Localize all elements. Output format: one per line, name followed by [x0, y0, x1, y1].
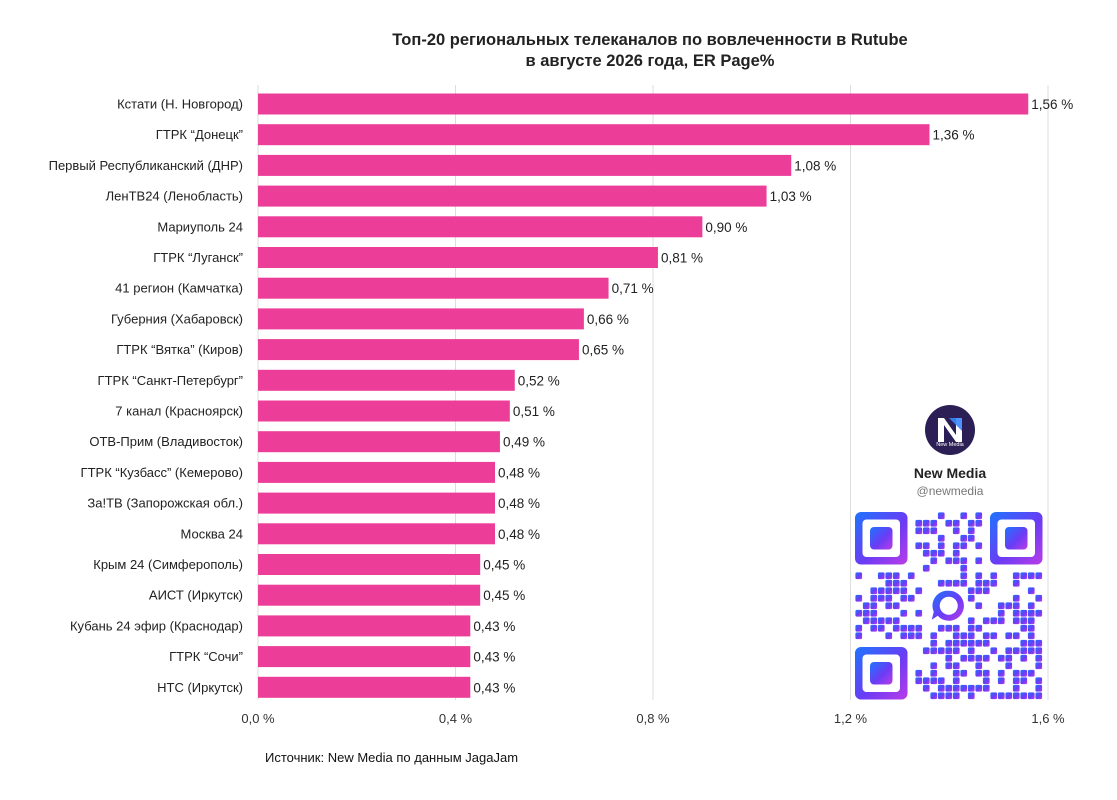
bar	[258, 308, 584, 330]
category-label: 7 канал (Красноярск)	[115, 404, 243, 419]
qr-code-icon	[855, 512, 1043, 700]
value-label: 0,48 %	[498, 465, 540, 480]
value-label: 1,03 %	[770, 189, 812, 204]
bar	[258, 646, 471, 668]
category-label: 41 регион (Камчатка)	[115, 281, 243, 296]
bars	[258, 93, 1029, 698]
category-label: НТС (Иркутск)	[157, 680, 243, 695]
bar	[258, 615, 471, 637]
value-label: 0,90 %	[705, 220, 747, 235]
value-label: 0,45 %	[483, 558, 525, 573]
value-label: 0,48 %	[498, 527, 540, 542]
value-label: 0,43 %	[473, 680, 515, 695]
logo-text: New Media	[936, 442, 964, 448]
bar	[258, 523, 495, 545]
value-label: 0,48 %	[498, 496, 540, 511]
value-label: 0,52 %	[518, 373, 560, 388]
category-labels: Кстати (Н. Новгород) ГТРК “Донецк” Первый …	[49, 97, 243, 695]
bar	[258, 584, 481, 606]
bar	[258, 431, 500, 453]
bar	[258, 339, 579, 361]
value-label: 0,43 %	[473, 619, 515, 634]
value-label: 0,81 %	[661, 251, 703, 266]
brand-handle: @newmedia	[916, 484, 984, 498]
bar	[258, 185, 767, 207]
category-label: Кстати (Н. Новгород)	[117, 97, 243, 112]
chart-title: Топ-20 региональных телеканалов по вовле…	[250, 30, 1050, 72]
category-label: ГТРК “Луганск”	[153, 250, 243, 265]
category-label: Кубань 24 эфир (Краснодар)	[70, 618, 243, 633]
category-label: За!ТВ (Запорожская обл.)	[87, 496, 243, 511]
category-label: АИСТ (Иркутск)	[149, 588, 243, 603]
x-tick-label: 0,0 %	[241, 711, 275, 726]
category-label: ГТРК “Кузбасс” (Кемерово)	[81, 465, 243, 480]
bar	[258, 93, 1029, 115]
value-label: 1,56 %	[1031, 97, 1073, 112]
bar	[258, 400, 510, 422]
bar	[258, 154, 792, 176]
category-label: Первый Республиканский (ДНР)	[49, 158, 243, 173]
category-label: ГТРК “Сочи”	[169, 649, 243, 664]
category-label: Губерния (Хабаровск)	[111, 311, 243, 326]
x-tick-label: 1,6 %	[1031, 711, 1065, 726]
bar	[258, 216, 703, 238]
bar	[258, 492, 495, 514]
category-label: Москва 24	[181, 526, 243, 541]
value-label: 0,66 %	[587, 312, 629, 327]
bar	[258, 461, 495, 483]
bar	[258, 247, 658, 268]
category-label: ГТРК “Донецк”	[156, 127, 243, 142]
x-axis-ticks: 0,0 % 0,4 % 0,8 % 1,2 % 1,6 %	[241, 711, 1065, 726]
value-label: 1,08 %	[794, 158, 836, 173]
category-label: Мариуполь 24	[157, 219, 243, 234]
value-labels: 1,56 % 1,36 % 1,08 % 1,03 % 0,90 % 0,81 % 0,71…	[473, 97, 1073, 695]
value-label: 0,71 %	[612, 281, 654, 296]
bar	[258, 124, 930, 146]
value-label: 0,65 %	[582, 343, 624, 358]
value-label: 0,43 %	[473, 650, 515, 665]
bar	[258, 676, 471, 698]
new-media-logo-icon: New Media	[925, 405, 975, 455]
brand-block: New Media New Media @newmedia	[880, 405, 1020, 498]
category-label: ГТРК “Санкт-Петербург”	[98, 373, 243, 388]
value-label: 0,45 %	[483, 588, 525, 603]
chart-title-line-2: в августе 2026 года, ER Page%	[525, 52, 775, 70]
bar	[258, 277, 609, 299]
chart-title-line-1: Топ-20 региональных телеканалов по вовле…	[392, 31, 908, 49]
value-label: 0,51 %	[513, 404, 555, 419]
x-tick-label: 0,8 %	[636, 711, 670, 726]
source-note: Источник: New Media по данным JagaJam	[265, 750, 519, 765]
category-label: ОТВ-Прим (Владивосток)	[89, 434, 243, 449]
category-label: ЛенТВ24 (Ленобласть)	[106, 189, 243, 204]
bar	[258, 369, 515, 391]
x-tick-label: 0,4 %	[439, 711, 473, 726]
category-label: Крым 24 (Симферополь)	[93, 557, 243, 572]
value-label: 1,36 %	[933, 128, 975, 143]
category-label: ГТРК “Вятка” (Киров)	[116, 342, 243, 357]
value-label: 0,49 %	[503, 435, 545, 450]
bar	[258, 554, 481, 575]
brand-name: New Media	[913, 465, 987, 481]
x-tick-label: 1,2 %	[834, 711, 868, 726]
